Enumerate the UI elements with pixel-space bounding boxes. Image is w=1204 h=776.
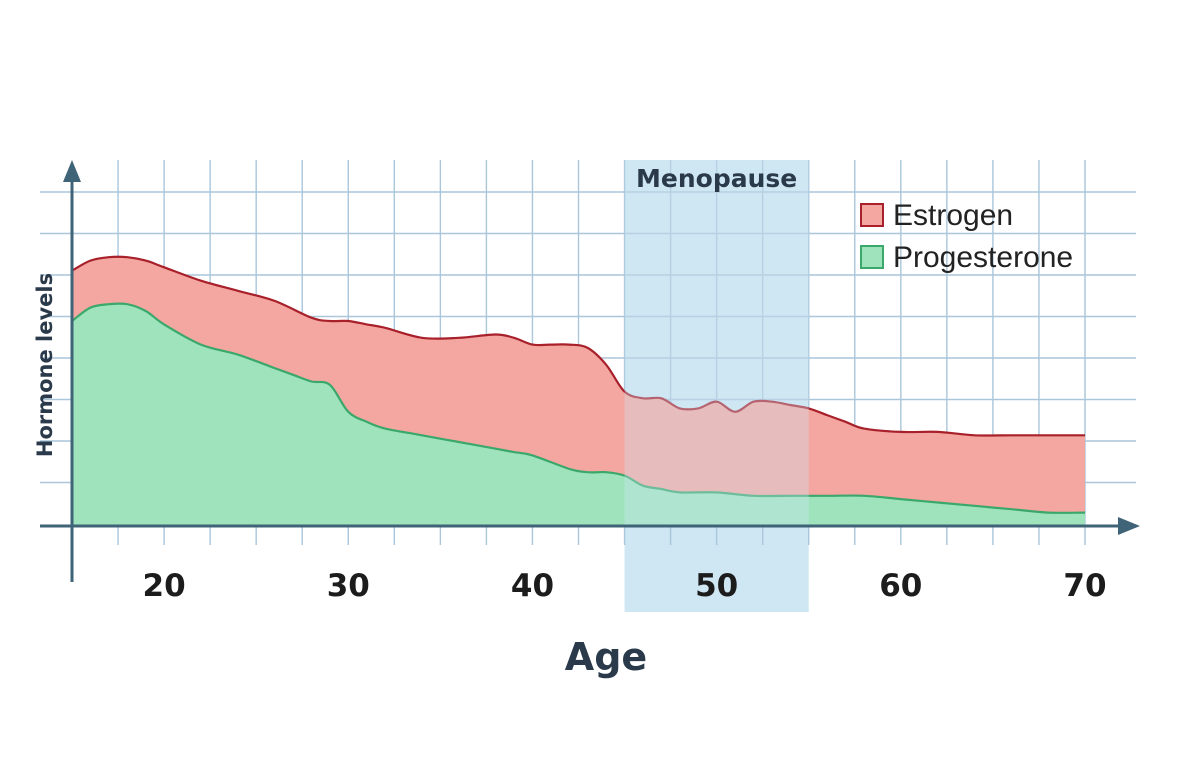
legend-swatch-estrogen xyxy=(860,203,884,227)
menopause-label: Menopause xyxy=(636,164,797,193)
series-areas xyxy=(71,255,1086,526)
x-axis-arrow xyxy=(1118,517,1140,535)
y-axis-arrow xyxy=(63,160,81,182)
legend-label-progesterone: Progesterone xyxy=(893,241,1073,274)
progesterone-line xyxy=(71,302,1086,514)
x-tick-label: 30 xyxy=(327,568,370,604)
x-tick-label: 20 xyxy=(143,568,186,604)
progesterone-area xyxy=(72,303,1085,526)
menopause-band-overlay xyxy=(624,160,809,526)
axes xyxy=(40,160,1140,582)
menopause-band-tint xyxy=(624,160,809,526)
legend: Estrogen Progesterone xyxy=(860,199,1073,274)
x-tick-label: 70 xyxy=(1063,568,1106,604)
legend-label-estrogen: Estrogen xyxy=(893,199,1013,232)
y-axis-title: Hormone levels xyxy=(33,273,57,457)
x-tick-labels: 20 30 40 50 60 70 xyxy=(143,568,1107,604)
x-tick-label: 60 xyxy=(879,568,922,604)
estrogen-line xyxy=(71,255,1085,437)
legend-swatch-progesterone xyxy=(860,245,884,269)
x-tick-label: 50 xyxy=(695,568,738,604)
x-tick-label: 40 xyxy=(511,568,554,604)
x-axis-title: Age xyxy=(565,635,647,679)
